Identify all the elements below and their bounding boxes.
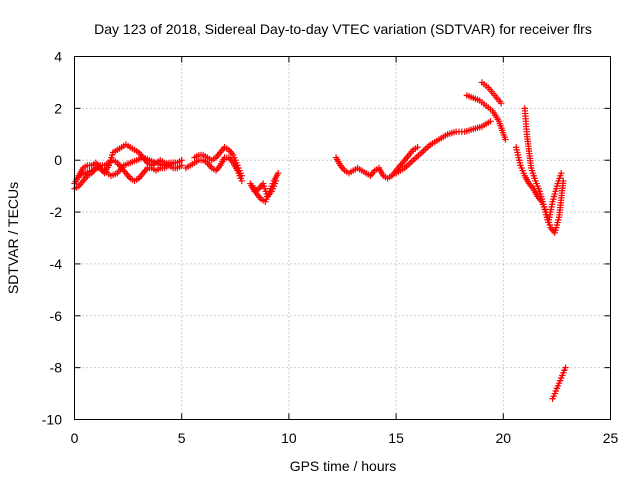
x-tick-label: 5 bbox=[178, 430, 186, 446]
series-segment-early-middle bbox=[75, 154, 179, 179]
data-point bbox=[562, 364, 569, 371]
data-point bbox=[557, 169, 565, 177]
y-tick-label: 0 bbox=[54, 152, 62, 168]
x-axis-label: GPS time / hours bbox=[290, 458, 397, 474]
data-point bbox=[487, 118, 494, 125]
series-segment-afternoon-rise bbox=[392, 118, 494, 177]
y-axis-label: SDTVAR / TECUs bbox=[5, 182, 21, 294]
series-segment-late-morning bbox=[247, 169, 282, 205]
series-segment-noon bbox=[332, 144, 421, 182]
x-tick-label: 25 bbox=[603, 430, 619, 446]
series-segment-afternoon-peak bbox=[463, 79, 509, 143]
series-segment-midmorning-b bbox=[191, 144, 245, 179]
data-point bbox=[238, 172, 245, 179]
axis-ticks: 0 5 10 15 20 25 -10 -8 -6 -4 -2 0 2 4 bbox=[42, 49, 619, 447]
y-tick-label: -6 bbox=[50, 308, 63, 324]
y-tick-label: -10 bbox=[42, 412, 62, 428]
data-point bbox=[274, 169, 282, 177]
data-point bbox=[172, 159, 179, 167]
chart-title: Day 123 of 2018, Sidereal Day-to-day VTE… bbox=[94, 21, 592, 37]
y-tick-label: -4 bbox=[50, 256, 63, 272]
x-tick-label: 15 bbox=[388, 430, 404, 446]
y-tick-label: 2 bbox=[54, 100, 62, 116]
data-point bbox=[497, 99, 505, 107]
x-tick-label: 20 bbox=[496, 430, 512, 446]
y-tick-label: -8 bbox=[50, 360, 63, 376]
y-tick-label: -2 bbox=[50, 204, 63, 220]
series-segment-outlier bbox=[549, 364, 569, 402]
data-point bbox=[502, 136, 509, 143]
x-tick-label: 10 bbox=[281, 430, 297, 446]
y-tick-label: 4 bbox=[54, 49, 62, 65]
series-segment-evening bbox=[512, 105, 567, 237]
plot-frame bbox=[74, 56, 611, 420]
x-tick-label: 0 bbox=[71, 430, 79, 446]
grid-lines bbox=[74, 56, 611, 420]
data-point bbox=[178, 157, 185, 164]
data-points bbox=[71, 79, 569, 402]
data-point bbox=[414, 144, 421, 151]
